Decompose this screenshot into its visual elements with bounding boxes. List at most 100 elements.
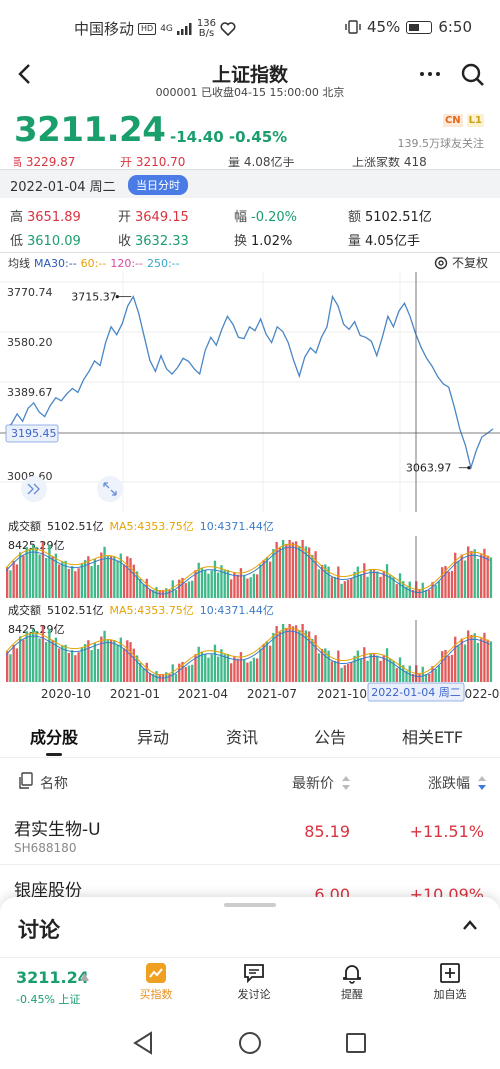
- volume-legend-1: 成交额 5102.51亿 MA5:4353.75亿 10:4371.44亿: [8, 518, 274, 534]
- volume-bar: [382, 654, 385, 682]
- volume-bar: [249, 661, 252, 682]
- tab-movements[interactable]: 异动: [137, 728, 170, 747]
- adjust-toggle[interactable]: 不复权: [434, 254, 488, 271]
- volume-bar: [421, 666, 424, 682]
- volume-bar: [285, 543, 288, 598]
- peek-high: 高 3229.87: [14, 157, 76, 167]
- stock-code: SH688180: [14, 841, 77, 855]
- recents-square-icon[interactable]: [345, 1032, 367, 1054]
- volume-bar: [220, 565, 223, 598]
- volume-bar: [389, 658, 392, 682]
- stock-price: 85.19: [304, 822, 350, 841]
- search-icon[interactable]: [460, 62, 486, 88]
- home-circle-icon[interactable]: [238, 1031, 262, 1055]
- volume-bar: [239, 652, 243, 682]
- volume-bar: [457, 645, 460, 682]
- volume-bar: [333, 576, 337, 598]
- back-arrow-icon[interactable]: [14, 62, 38, 86]
- volume-bar: [402, 581, 405, 598]
- volume-bar: [340, 667, 343, 682]
- volume-bar: [320, 649, 324, 682]
- crosshair-date: 2022-01-04 周二: [371, 686, 460, 699]
- expand-icon[interactable]: [97, 476, 123, 502]
- max-dot: [115, 295, 119, 299]
- volume-bar: [90, 650, 93, 682]
- volume-bar: [223, 570, 226, 598]
- volume-bar: [457, 561, 460, 598]
- tab-constituents[interactable]: 成分股: [30, 728, 79, 747]
- volume-bar: [113, 640, 116, 682]
- col-change[interactable]: 涨跌幅: [428, 776, 470, 792]
- col-name[interactable]: 名称: [40, 776, 68, 792]
- volume-bar: [41, 625, 45, 682]
- status-bar: 中国移动 HD 4G 136 B/s 45% 6:50: [0, 0, 500, 58]
- volume-bar: [265, 641, 269, 682]
- sort-desc-icon: [478, 776, 486, 790]
- volume-bar: [142, 668, 145, 682]
- volume-bar: [486, 555, 489, 598]
- volume-bar: [262, 643, 265, 682]
- scroll-left-icon[interactable]: [21, 476, 47, 502]
- volume-chart-1[interactable]: [0, 536, 500, 598]
- add-watchlist-button[interactable]: 加自选: [420, 962, 480, 1002]
- volume-bar: [184, 667, 187, 682]
- volume-bar: [272, 633, 275, 682]
- buy-index-button[interactable]: 买指数: [126, 962, 186, 1002]
- discussion-title: 讨论: [18, 918, 60, 942]
- volume-bar: [324, 564, 327, 598]
- stat-volume: 量 4.05亿手: [348, 230, 420, 249]
- more-icon[interactable]: [418, 62, 442, 86]
- volume-bar: [217, 572, 220, 598]
- volume-bar: [139, 663, 142, 682]
- intraday-button[interactable]: 当日分时: [128, 175, 188, 195]
- col-price[interactable]: 最新价: [292, 776, 334, 792]
- back-triangle-icon[interactable]: [132, 1031, 154, 1055]
- crosshair-detail-panel: 2022-01-04 周二 当日分时 高 3651.89 开 3649.15 幅 -0…: [0, 169, 500, 253]
- volume-bar: [48, 544, 51, 598]
- min-label: 3063.97: [406, 462, 452, 475]
- net-speed: 136 B/s: [197, 18, 216, 39]
- volume-bar: [395, 668, 398, 682]
- chevron-up-icon[interactable]: [462, 919, 478, 931]
- volume-bar: [285, 627, 288, 682]
- volume-bar: [126, 556, 129, 598]
- stat-low-value: 3610.09: [27, 234, 81, 249]
- tab-announcements[interactable]: 公告: [314, 728, 347, 747]
- volume-bar: [100, 552, 103, 598]
- page-subtitle: 000001 已收盘04-15 15:00:00 北京: [155, 86, 345, 99]
- alert-button[interactable]: 提醒: [322, 962, 382, 1002]
- tab-related-etf[interactable]: 相关ETF: [402, 728, 464, 747]
- post-discussion-button[interactable]: 发讨论: [224, 962, 284, 1002]
- volume-bar: [460, 638, 463, 682]
- volume-bar: [207, 573, 210, 598]
- volume-bar: [54, 553, 58, 598]
- discussion-sheet[interactable]: 讨论: [0, 897, 500, 1069]
- volume-bar: [262, 559, 265, 598]
- volume-bar: [230, 663, 233, 682]
- volume-bar: [340, 583, 343, 598]
- volume-bar: [74, 655, 77, 682]
- stat-open-key: 开: [118, 210, 132, 225]
- volume-bar: [304, 546, 308, 598]
- list-header: 名称 最新价 涨跌幅: [0, 768, 500, 798]
- stat-open-value: 3649.15: [135, 210, 189, 225]
- copy-icon[interactable]: [18, 772, 34, 790]
- tab-news[interactable]: 资讯: [226, 728, 259, 747]
- volume-bar: [450, 654, 454, 682]
- x-tick-label: 2020-10: [41, 687, 91, 701]
- stat-amplitude: 幅 -0.20%: [234, 206, 297, 225]
- table-row[interactable]: 君实生物-U SH688180 85.19 +11.51%: [0, 805, 500, 865]
- ma-label[interactable]: 均线: [8, 257, 30, 270]
- volume-chart-2[interactable]: [0, 620, 500, 682]
- volume-bar: [51, 556, 54, 598]
- volume-bar: [350, 578, 353, 598]
- stat-amp-key: 幅: [234, 210, 248, 225]
- cn-tag: CN: [442, 114, 463, 127]
- price-series-line: [5, 294, 494, 471]
- volume-bar: [249, 577, 252, 598]
- sheet-handle[interactable]: [224, 903, 276, 907]
- volume-bar: [363, 647, 366, 682]
- volume-bar: [106, 639, 109, 682]
- stat-close-value: 3632.33: [135, 234, 189, 249]
